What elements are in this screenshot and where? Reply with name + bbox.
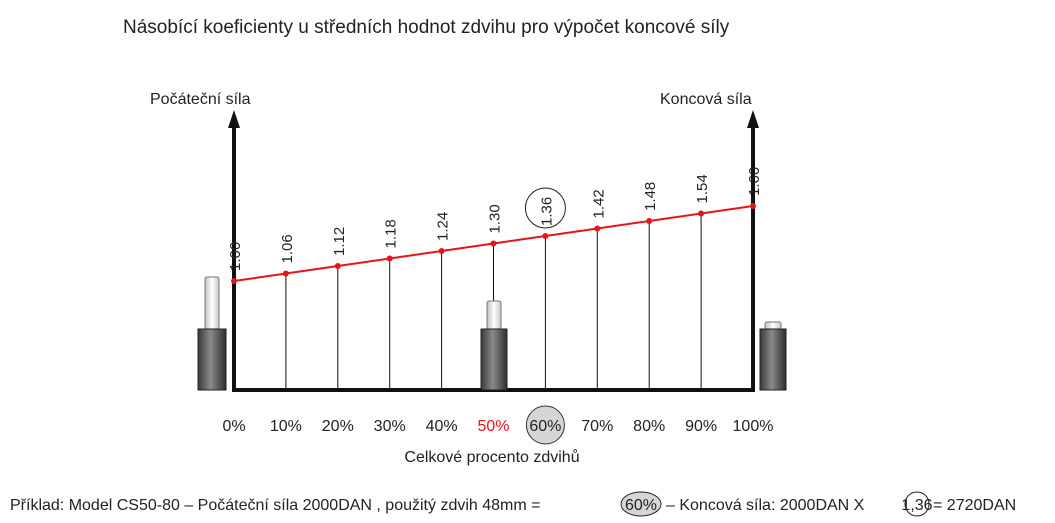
x-tick-label: 0% <box>222 418 245 435</box>
value-label: 1.24 <box>435 212 452 241</box>
data-point <box>334 263 341 269</box>
data-point <box>594 225 601 232</box>
data-point <box>750 203 756 209</box>
cylinder-extended-icon <box>197 276 227 391</box>
value-label: 1.18 <box>383 219 400 248</box>
value-label: 1.48 <box>642 182 659 211</box>
value-label: 1.54 <box>694 174 711 203</box>
data-point <box>542 233 549 239</box>
data-point <box>386 255 393 262</box>
value-label: 1.42 <box>590 189 607 218</box>
x-axis-label: Celkové procento zdvihů <box>404 448 579 466</box>
data-point <box>646 218 653 224</box>
example-coef: 1,36 <box>901 497 932 514</box>
example-pct-highlight <box>620 491 662 517</box>
right-axis-arrow-icon <box>747 110 759 128</box>
x-tick-label: 50% <box>477 418 509 435</box>
x-tick-label: 70% <box>581 418 613 435</box>
value-label-highlight-circle <box>524 187 566 229</box>
value-label: 1.36 <box>538 197 555 226</box>
example-prefix: Příklad: Model CS50-80 – Počáteční síla … <box>10 497 540 514</box>
value-label: 1.06 <box>279 234 296 263</box>
diagram-title: Násobící koeficienty u středních hodnot … <box>123 17 730 38</box>
x-tick-label: 60% <box>529 418 561 435</box>
example-stroke-pct: 60% <box>625 497 657 514</box>
example-suffix: = 2720DAN <box>933 497 1016 514</box>
example-middle: – Koncová síla: 2000DAN X <box>666 497 865 514</box>
value-label: 1.12 <box>331 227 348 256</box>
x-tick-label: 40% <box>426 418 458 435</box>
cylinder-retracted-icon <box>759 321 787 391</box>
right-axis-label: Koncová síla <box>660 91 752 108</box>
example-coef-circle <box>904 491 930 517</box>
x-tick-label: 20% <box>322 418 354 435</box>
cylinder-half-icon <box>480 300 508 391</box>
x-tick-label: 100% <box>733 418 774 435</box>
value-label: 1.00 <box>227 242 244 271</box>
value-label: 1.30 <box>487 204 504 233</box>
x-tick-label: 30% <box>374 418 406 435</box>
data-point <box>231 278 237 284</box>
data-point <box>698 210 705 217</box>
x-tick-highlight <box>525 405 565 445</box>
x-tick-label: 10% <box>270 418 302 435</box>
value-label: 1.60 <box>746 167 763 196</box>
data-point <box>282 270 289 277</box>
example-formula: Příklad: Model CS50-80 – Počáteční síla … <box>10 491 1016 517</box>
x-tick-label: 90% <box>685 418 717 435</box>
left-axis-label: Počáteční síla <box>150 91 251 108</box>
data-point <box>438 248 445 254</box>
x-tick-label: 80% <box>633 418 665 435</box>
left-axis-arrow-icon <box>228 110 240 128</box>
data-point <box>490 240 497 247</box>
